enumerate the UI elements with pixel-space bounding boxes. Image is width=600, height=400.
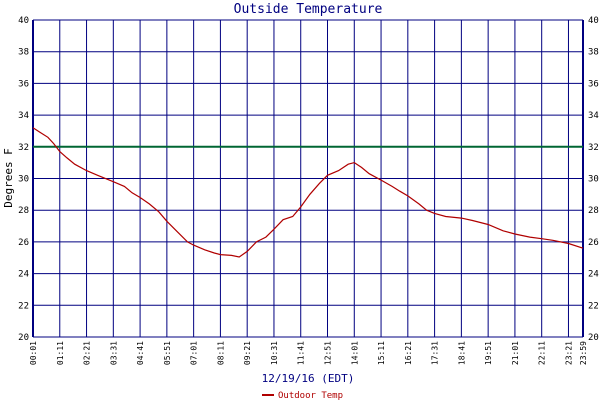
x-tick-label: 16:21: [404, 341, 413, 365]
x-tick-label: 05:51: [163, 341, 172, 365]
y-tick-label: 26: [18, 238, 29, 248]
y-tick-label: 24: [18, 270, 29, 280]
x-axis-label: 12/19/16 (EDT): [262, 372, 355, 385]
x-tick-label: 01:11: [56, 341, 65, 365]
y-tick-label: 20: [18, 333, 29, 343]
y-tick-label-right: 30: [588, 175, 599, 185]
x-tick-label: 11:41: [297, 341, 306, 365]
y-tick-label: 22: [18, 301, 29, 311]
series-line-outdoor-temp: [32, 127, 584, 258]
x-tick-label: 02:21: [83, 341, 92, 365]
y-tick-label-right: 24: [588, 270, 599, 280]
x-tick-label: 12:51: [324, 341, 333, 365]
x-tick-label: 03:31: [109, 341, 118, 365]
y-tick-label: 30: [18, 175, 29, 185]
y-axis-label: Degrees F: [2, 148, 15, 208]
legend: Outdoor Temp: [262, 391, 343, 400]
y-tick-label: 32: [18, 143, 29, 153]
y-tick-label: 36: [18, 79, 29, 89]
x-tick-label: 17:31: [431, 341, 440, 365]
x-tick-label: 04:41: [136, 341, 145, 365]
y-tick-label: 34: [18, 111, 29, 121]
y-tick-label-right: 20: [588, 333, 599, 343]
x-tick-label: 00:01: [29, 341, 38, 365]
x-tick-label: 21:01: [511, 341, 520, 365]
legend-label: Outdoor Temp: [278, 391, 343, 400]
x-tick-label: 14:01: [350, 341, 359, 365]
y-tick-label-right: 36: [588, 79, 599, 89]
y-tick-label: 38: [18, 48, 29, 58]
plot-area: 20 20 22 22 24 24 26 26 28 28 30 30 32 32 34 34 36 36 38 38…: [18, 16, 599, 365]
x-tick-label: 18:41: [457, 341, 466, 365]
x-tick-label: 09:21: [243, 341, 252, 365]
y-tick-label: 40: [18, 16, 29, 26]
y-tick-label: 28: [18, 206, 29, 216]
x-tick-label: 23:59: [579, 341, 588, 365]
x-tick-label: 08:11: [216, 341, 225, 365]
y-tick-label-right: 32: [588, 143, 599, 153]
y-tick-label-right: 40: [588, 16, 599, 26]
y-tick-label-right: 38: [588, 48, 599, 58]
x-tick-label: 22:11: [538, 341, 547, 365]
y-tick-label-right: 34: [588, 111, 599, 121]
x-tick-label: 15:11: [377, 341, 386, 365]
x-tick-label: 23:21: [564, 341, 573, 365]
x-tick-label: 19:51: [484, 341, 493, 365]
x-tick-label: 07:01: [190, 341, 199, 365]
y-tick-label-right: 28: [588, 206, 599, 216]
chart-title: Outside Temperature: [234, 2, 383, 17]
y-tick-label-right: 22: [588, 301, 599, 311]
y-tick-label-right: 26: [588, 238, 599, 248]
x-tick-label: 10:31: [270, 341, 279, 365]
